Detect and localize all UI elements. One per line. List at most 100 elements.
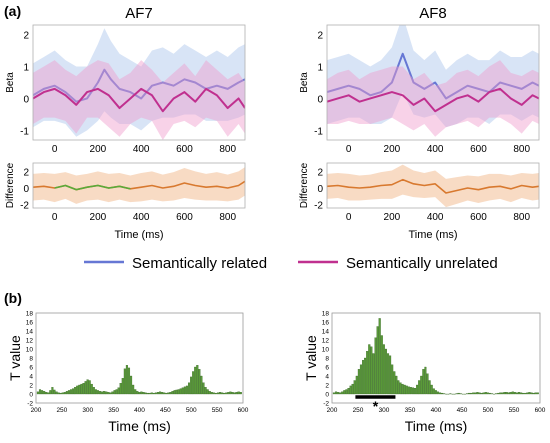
af7-tvalue-bar bbox=[161, 392, 164, 395]
af8-tvalue-ytick-label: 8 bbox=[325, 356, 329, 363]
af7-diff-xlabel: Time (ms) bbox=[114, 229, 163, 241]
af8-beta-ytick-label: 0 bbox=[317, 94, 323, 105]
af8-tvalue-bar bbox=[357, 369, 360, 395]
af8-beta-xtick-label: 600 bbox=[470, 144, 487, 155]
af7-tvalue-bar bbox=[45, 392, 48, 395]
af8-tvalue-bar bbox=[434, 390, 437, 395]
af8-tvalue-bar bbox=[486, 392, 489, 395]
af8-tvalue-ytick-label: 0 bbox=[325, 392, 329, 399]
af8-tvalue-bar bbox=[422, 369, 425, 395]
af8-tvalue-bar bbox=[407, 386, 410, 395]
af8-tvalue-bar bbox=[393, 371, 396, 395]
af7-diff-highlight-segment bbox=[54, 184, 131, 191]
af7-tvalue-bar bbox=[138, 392, 141, 395]
af7-diff-ytick-label: 2 bbox=[23, 167, 29, 178]
af7-tvalue-bar bbox=[198, 369, 201, 395]
af7-tvalue-ytick-label: 10 bbox=[26, 347, 34, 354]
af8-tvalue-xtick-label: 550 bbox=[509, 407, 520, 414]
af7-tvalue-bar bbox=[49, 390, 52, 395]
af8-tvalue-bar bbox=[532, 392, 535, 395]
af8-tvalue-xtick-label: 200 bbox=[327, 407, 338, 414]
af8-diff-xtick-label: 400 bbox=[427, 212, 444, 223]
af7-tvalue-bar bbox=[127, 367, 131, 395]
af7-diff-plot-area bbox=[33, 167, 245, 204]
af7-diff-ytick-label: 0 bbox=[23, 184, 29, 195]
af7-tvalue-bar bbox=[225, 392, 228, 395]
af7-tvalue-bar bbox=[167, 392, 170, 395]
af7-tvalue-bar bbox=[59, 392, 62, 395]
af8-beta-xtick-label: 200 bbox=[384, 144, 401, 155]
af7-tvalue-bar bbox=[175, 389, 178, 395]
af8-tvalue-bar bbox=[364, 357, 367, 395]
af7-tvalue-bar bbox=[165, 392, 168, 395]
af8-tvalue-bar bbox=[403, 384, 406, 395]
af8-tvalue-bar bbox=[534, 392, 537, 395]
af8-diff-frame bbox=[326, 162, 540, 209]
af8-tvalue-xtick-label: 600 bbox=[535, 407, 546, 414]
legend-related-label: Semantically related bbox=[132, 255, 267, 272]
af7-tvalue-bar bbox=[210, 392, 213, 395]
af7-tvalue-bar bbox=[130, 375, 133, 395]
af8-beta-related-line bbox=[327, 52, 539, 100]
af8-tvalue-xtick-label: 500 bbox=[483, 407, 494, 414]
af8-tvalue-bar bbox=[353, 380, 356, 395]
af7-tvalue-bar bbox=[221, 392, 224, 395]
af7-tvalue-bar bbox=[80, 383, 83, 395]
af7-tvalue-bar bbox=[76, 385, 79, 395]
af7-tvalue-bar bbox=[74, 387, 77, 395]
af7-tvalue-bar bbox=[119, 383, 122, 395]
af7-tvalue-bar bbox=[142, 392, 145, 395]
af7-tvalue-xtick-label: 550 bbox=[212, 407, 223, 414]
af8-tvalue-bar bbox=[511, 391, 514, 395]
af7-beta-frame bbox=[32, 24, 246, 141]
af8-tvalue-bar bbox=[372, 353, 375, 395]
af8-tvalue-bar bbox=[470, 392, 473, 395]
af8-tvalue-bar bbox=[426, 373, 429, 395]
af8-tvalue-bar bbox=[411, 387, 415, 395]
af8-tvalue-bar bbox=[488, 392, 491, 395]
af8-tvalue-bar bbox=[362, 360, 365, 395]
af7-tvalue-bar bbox=[154, 392, 157, 395]
af7-tvalue-bar bbox=[41, 390, 44, 395]
af7-diff-xtick-label: 400 bbox=[133, 212, 150, 223]
af8-tvalue-bar bbox=[520, 392, 523, 395]
af8-tvalue-ytick-label: 14 bbox=[322, 329, 330, 336]
af8-tvalue-bar bbox=[528, 392, 531, 395]
af8-tvalue-bar bbox=[374, 337, 377, 395]
af8-diff-plot-area bbox=[327, 164, 539, 208]
af8-beta-ylabel: Beta bbox=[299, 72, 310, 93]
af8-beta-unrelated-band bbox=[327, 60, 539, 137]
af7-tvalue-xtick-label: 200 bbox=[31, 407, 42, 414]
af7-tvalue-bar bbox=[150, 392, 153, 395]
af8-tvalue-xtick-label: 400 bbox=[431, 407, 442, 414]
af7-tvalue-bar bbox=[134, 389, 137, 395]
af7-tvalue-bar bbox=[146, 392, 149, 395]
af8-diff-xtick-label: 0 bbox=[346, 212, 352, 223]
af7-tvalue-bar bbox=[61, 392, 64, 395]
af8-tvalue-bar bbox=[432, 388, 435, 395]
af7-beta-ytick-label: -1 bbox=[20, 126, 29, 137]
af8-tvalue-ytick-label: 12 bbox=[322, 338, 330, 345]
af7-tvalue-xtick-label: 350 bbox=[108, 407, 119, 414]
af8-tvalue-bar bbox=[378, 318, 381, 395]
af8-tvalue-bar bbox=[438, 392, 442, 395]
af8-tvalue-bar bbox=[332, 392, 335, 395]
af8-tvalue-bar bbox=[355, 375, 358, 395]
af7-tvalue-bar bbox=[148, 392, 151, 395]
panel-label-b: (b) bbox=[4, 290, 22, 306]
af8-diff-ylabel: Difference bbox=[299, 162, 310, 208]
af7-diff-frame bbox=[32, 162, 246, 209]
af8-tvalue-bar bbox=[337, 392, 340, 395]
af7-beta-ylabel: Beta bbox=[5, 72, 16, 93]
af7-tvalue-bar bbox=[192, 371, 195, 395]
af7-tvalue-bar bbox=[43, 391, 46, 395]
af7-beta-unrelated-line bbox=[33, 87, 245, 113]
af7-tvalue-bar bbox=[117, 387, 120, 395]
af7-tvalue-bar bbox=[101, 391, 104, 395]
af8-tvalue-bar bbox=[359, 364, 363, 395]
af7-tvalue-bar bbox=[156, 392, 160, 395]
af8-tvalue-bar bbox=[472, 392, 475, 395]
af7-tvalue-bar bbox=[92, 387, 95, 395]
af8-tvalue-bar bbox=[518, 392, 521, 395]
